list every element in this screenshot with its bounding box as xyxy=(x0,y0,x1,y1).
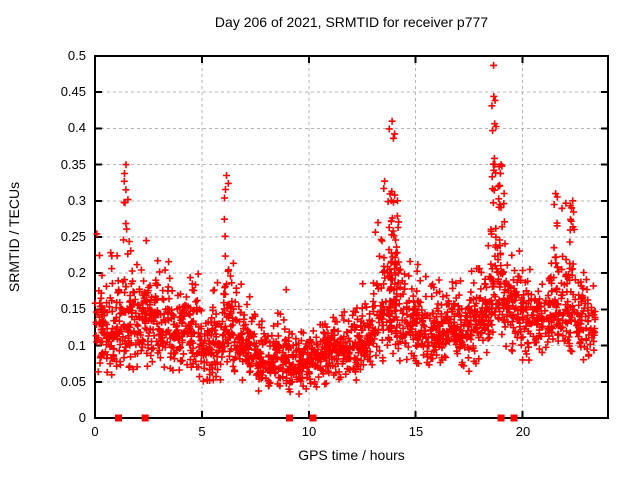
y-tick-label: 0.25 xyxy=(60,229,86,244)
y-tick-label: 0.2 xyxy=(67,265,86,280)
y-tick-label: 0.35 xyxy=(60,157,86,172)
x-tick-label: 15 xyxy=(408,424,424,439)
x-tick-label: 0 xyxy=(91,424,99,439)
y-tick-label: 0.45 xyxy=(60,84,86,99)
y-tick-label: 0.05 xyxy=(60,374,86,389)
y-axis-label: SRMTID / TECUs xyxy=(6,181,22,293)
x-axis-label: GPS time / hours xyxy=(298,447,405,463)
y-tick-label: 0.4 xyxy=(67,120,86,135)
x-tick-label: 5 xyxy=(198,424,206,439)
x-tick-label: 10 xyxy=(301,424,317,439)
y-tick-label: 0.15 xyxy=(60,301,86,316)
y-tick-label: 0.3 xyxy=(67,193,86,208)
y-tick-label: 0.1 xyxy=(67,338,86,353)
y-tick-label: 0 xyxy=(78,410,86,425)
chart-title: Day 206 of 2021, SRMTID for receiver p77… xyxy=(214,14,489,30)
x-tick-label: 20 xyxy=(515,424,531,439)
y-tick-label: 0.5 xyxy=(67,48,86,63)
